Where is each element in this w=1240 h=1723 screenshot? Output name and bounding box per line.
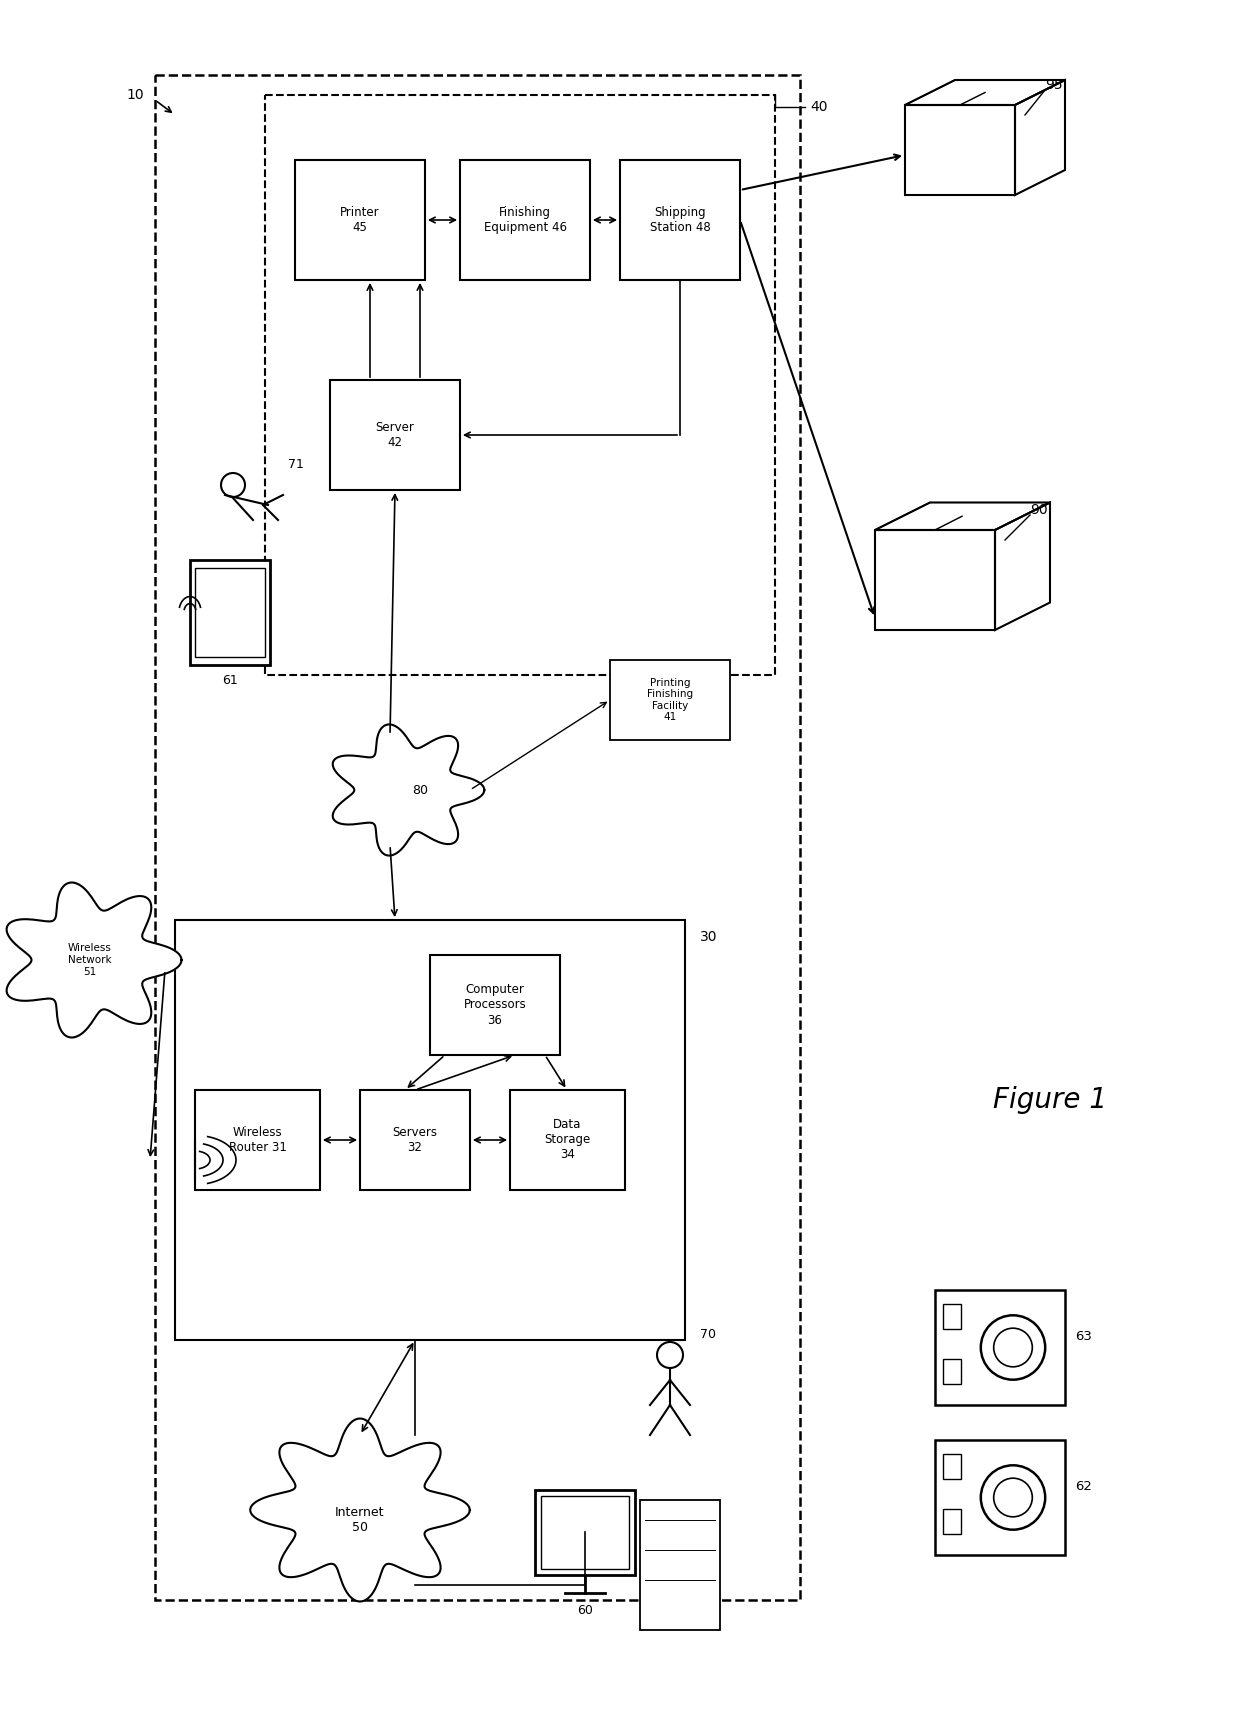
Bar [510, 1091, 625, 1191]
Bar [935, 1291, 1065, 1404]
Text: Computer
Processors
36: Computer Processors 36 [464, 984, 526, 1027]
Bar [942, 1454, 961, 1478]
Text: Printing
Finishing
Facility
41: Printing Finishing Facility 41 [647, 677, 693, 722]
Bar [190, 560, 270, 665]
Text: 62: 62 [1075, 1480, 1092, 1492]
Bar [175, 920, 684, 1340]
Bar [610, 660, 730, 739]
Bar [935, 1440, 1065, 1554]
Bar [265, 95, 775, 675]
Text: Shipping
Station 48: Shipping Station 48 [650, 207, 711, 234]
Text: Data
Storage
34: Data Storage 34 [544, 1118, 590, 1161]
Text: 80: 80 [412, 784, 428, 796]
Text: Printer
45: Printer 45 [340, 207, 379, 234]
Text: 40: 40 [810, 100, 827, 114]
Polygon shape [250, 1418, 470, 1601]
Text: 30: 30 [701, 930, 718, 944]
Bar [360, 1091, 470, 1191]
Text: 90: 90 [1030, 503, 1048, 517]
Bar [295, 160, 425, 281]
Bar [620, 160, 740, 281]
Bar [195, 569, 265, 656]
Text: 60: 60 [577, 1604, 593, 1616]
Bar [534, 1490, 635, 1575]
Text: 71: 71 [288, 458, 304, 472]
Bar [942, 1359, 961, 1384]
Bar [640, 1501, 720, 1630]
Polygon shape [6, 882, 181, 1037]
Polygon shape [332, 724, 485, 856]
Bar [430, 955, 560, 1054]
Text: 10: 10 [126, 88, 144, 102]
Text: Wireless
Network
51: Wireless Network 51 [68, 944, 112, 977]
Text: Internet
50: Internet 50 [335, 1506, 384, 1533]
Bar [460, 160, 590, 281]
Text: Wireless
Router 31: Wireless Router 31 [228, 1127, 286, 1154]
Bar [541, 1496, 629, 1570]
Text: 95: 95 [1045, 78, 1063, 91]
Text: 61: 61 [222, 674, 238, 686]
Bar [942, 1304, 961, 1328]
Text: Server
42: Server 42 [376, 420, 414, 450]
Text: Finishing
Equipment 46: Finishing Equipment 46 [484, 207, 567, 234]
Text: 70: 70 [701, 1328, 715, 1342]
Bar [330, 381, 460, 489]
Text: Servers
32: Servers 32 [393, 1127, 438, 1154]
Bar [155, 76, 800, 1601]
Bar [195, 1091, 320, 1191]
Text: Figure 1: Figure 1 [993, 1085, 1107, 1115]
Text: 63: 63 [1075, 1330, 1092, 1342]
Bar [942, 1509, 961, 1533]
